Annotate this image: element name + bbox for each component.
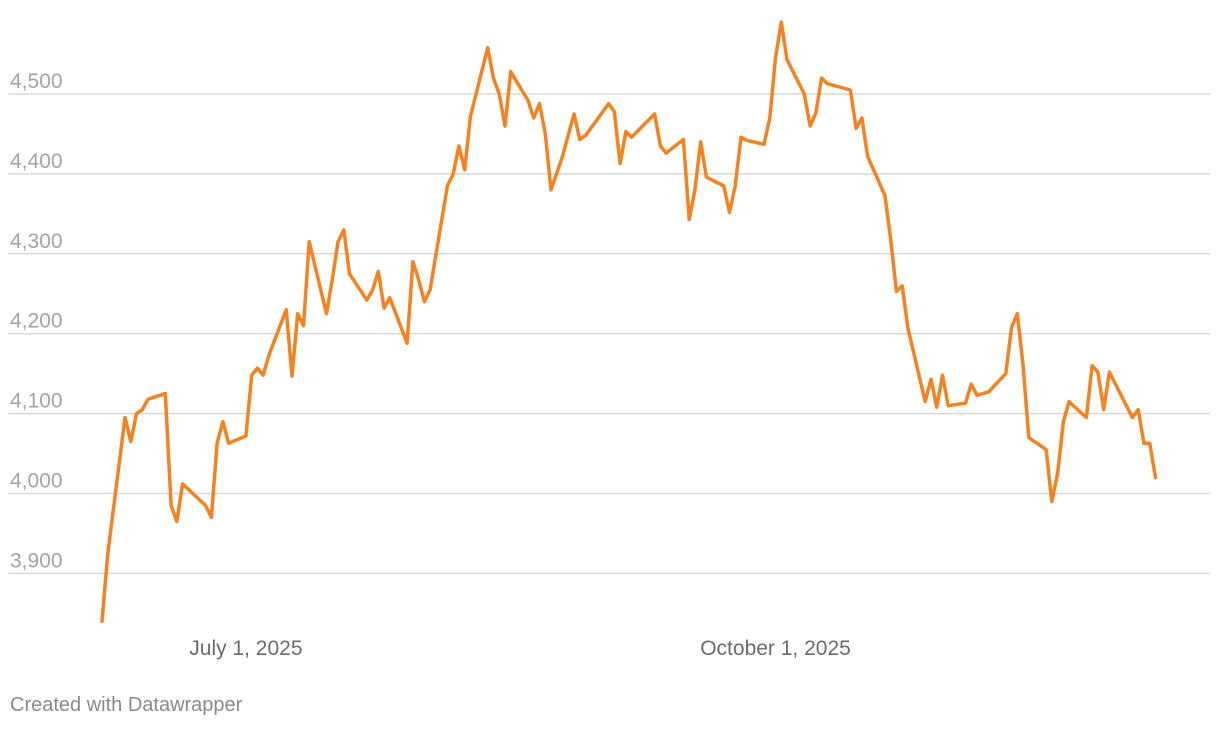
y-tick-label: 4,400 bbox=[10, 150, 63, 173]
x-axis-tick-labels: July 1, 2025 October 1, 2025 bbox=[189, 637, 851, 660]
y-tick-label: 3,900 bbox=[10, 549, 63, 572]
y-tick-label: 4,000 bbox=[10, 470, 63, 493]
y-tick-label: 4,300 bbox=[10, 230, 63, 253]
datawrapper-credit: Created with Datawrapper bbox=[10, 694, 243, 716]
x-tick-label: July 1, 2025 bbox=[189, 637, 302, 660]
series-line bbox=[100, 20, 1158, 624]
gridlines bbox=[8, 93, 1210, 575]
y-tick-label: 4,200 bbox=[10, 310, 63, 333]
x-tick-label: October 1, 2025 bbox=[700, 637, 851, 660]
y-axis-tick-labels: 3,900 4,000 4,100 4,200 4,300 4,400 4,500 bbox=[10, 70, 63, 572]
y-tick-label: 4,100 bbox=[10, 390, 63, 413]
y-tick-label: 4,500 bbox=[10, 70, 63, 93]
line-chart: 3,900 4,000 4,100 4,200 4,300 4,400 4,500 July… bbox=[8, 20, 1210, 660]
